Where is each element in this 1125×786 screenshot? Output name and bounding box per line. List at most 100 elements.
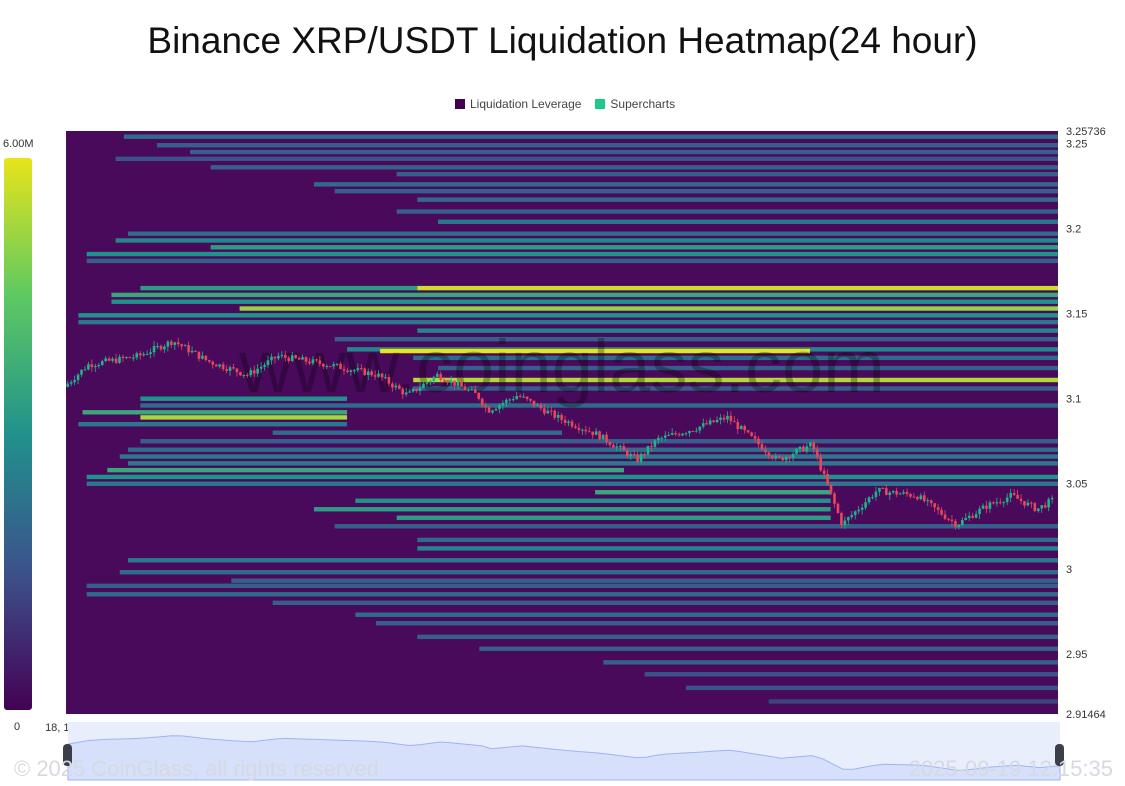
candle-body [708, 420, 712, 425]
colorbar-max-label: 6.00M [3, 138, 34, 150]
candle-body [100, 361, 104, 365]
liquidation-band [417, 546, 1058, 551]
liquidation-band [128, 447, 1058, 452]
candle-body [536, 404, 539, 406]
candle-body [142, 354, 145, 356]
candle-body [695, 430, 698, 432]
candle-body [425, 382, 429, 384]
candle-body [501, 403, 505, 406]
candle-body [784, 456, 788, 461]
candle-body [746, 430, 750, 433]
liquidation-band [479, 646, 1058, 651]
candle-body [591, 431, 595, 435]
candle-body [871, 497, 874, 499]
candle-body [494, 408, 498, 411]
candle-body [936, 507, 940, 510]
candle-body [843, 520, 847, 526]
candle-body [138, 353, 142, 356]
candle-body [798, 446, 802, 449]
candle-body [764, 449, 767, 453]
candle-body [529, 398, 532, 401]
legend-item-supercharts[interactable]: Supercharts [595, 97, 675, 111]
candle-body [978, 508, 981, 515]
liquidation-band [314, 507, 831, 512]
candle-body [473, 389, 477, 393]
candle-body [594, 431, 598, 435]
legend-swatch [455, 99, 465, 109]
candle-body [66, 383, 69, 387]
y-tick-label: 2.91464 [1066, 709, 1106, 721]
candle-body [615, 446, 619, 448]
candle-body [546, 410, 550, 414]
candle-body [815, 449, 819, 457]
liquidation-band [380, 348, 810, 354]
candle-body [681, 433, 684, 436]
candle-body [1043, 505, 1047, 508]
liquidation-band [396, 515, 831, 520]
candle-body [957, 524, 961, 528]
candle-body [584, 429, 588, 432]
candle-body [170, 341, 173, 345]
candle-body [943, 514, 947, 519]
candle-body [912, 496, 916, 498]
y-tick-label: 3.05 [1066, 479, 1087, 491]
legend-item-liquidation-leverage[interactable]: Liquidation Leverage [455, 97, 581, 111]
liquidation-band [156, 143, 1058, 148]
candle-body [1023, 501, 1026, 506]
candle-body [933, 503, 936, 508]
candle-body [729, 415, 733, 422]
candle-body [909, 494, 912, 497]
liquidation-band [438, 219, 1058, 224]
candle-body [674, 433, 677, 435]
navigator-left-handle[interactable] [63, 744, 72, 766]
candle-body [895, 490, 898, 495]
candle-body [774, 455, 778, 459]
candle-body [539, 404, 543, 409]
candle-body [961, 519, 964, 525]
candle-body [197, 351, 201, 359]
candle-body [753, 436, 757, 439]
candle-body [114, 358, 118, 363]
liquidation-band [417, 537, 1058, 543]
candle-body [981, 505, 985, 509]
legend: Liquidation Leverage Supercharts [455, 97, 675, 111]
candle-body [663, 435, 667, 438]
liquidation-band [417, 285, 1058, 291]
candle-body [156, 345, 159, 347]
candle-body [667, 434, 671, 436]
candle-body [643, 453, 646, 455]
candle-body [232, 367, 235, 369]
candle-body [505, 399, 508, 404]
candle-body [429, 381, 432, 383]
candle-body [249, 370, 253, 376]
candle-body [190, 350, 194, 353]
candle-body [263, 365, 266, 367]
candle-body [480, 398, 484, 406]
candle-body [715, 419, 719, 423]
liquidation-band [78, 319, 1058, 325]
candle-body [287, 357, 291, 362]
liquidation-band [128, 231, 1058, 236]
candle-body [940, 509, 943, 515]
liquidation-band [417, 328, 1058, 333]
candle-body [677, 434, 681, 436]
candle-body [802, 446, 805, 452]
candle-body [121, 356, 125, 359]
navigator-series [67, 735, 1061, 781]
candle-body [684, 433, 688, 435]
candle-body [107, 358, 111, 361]
candle-body [349, 370, 353, 372]
candle-body [1047, 499, 1050, 508]
candle-body [612, 445, 615, 448]
candle-body [301, 357, 304, 360]
liquidation-band [111, 292, 1058, 298]
candle-body [601, 434, 605, 440]
navigator-right-handle[interactable] [1055, 744, 1064, 766]
candle-body [387, 377, 391, 384]
candle-body [87, 364, 90, 370]
candle-body [840, 513, 843, 526]
candle-body [563, 419, 567, 423]
candle-body [508, 399, 512, 401]
candle-body [332, 364, 335, 367]
